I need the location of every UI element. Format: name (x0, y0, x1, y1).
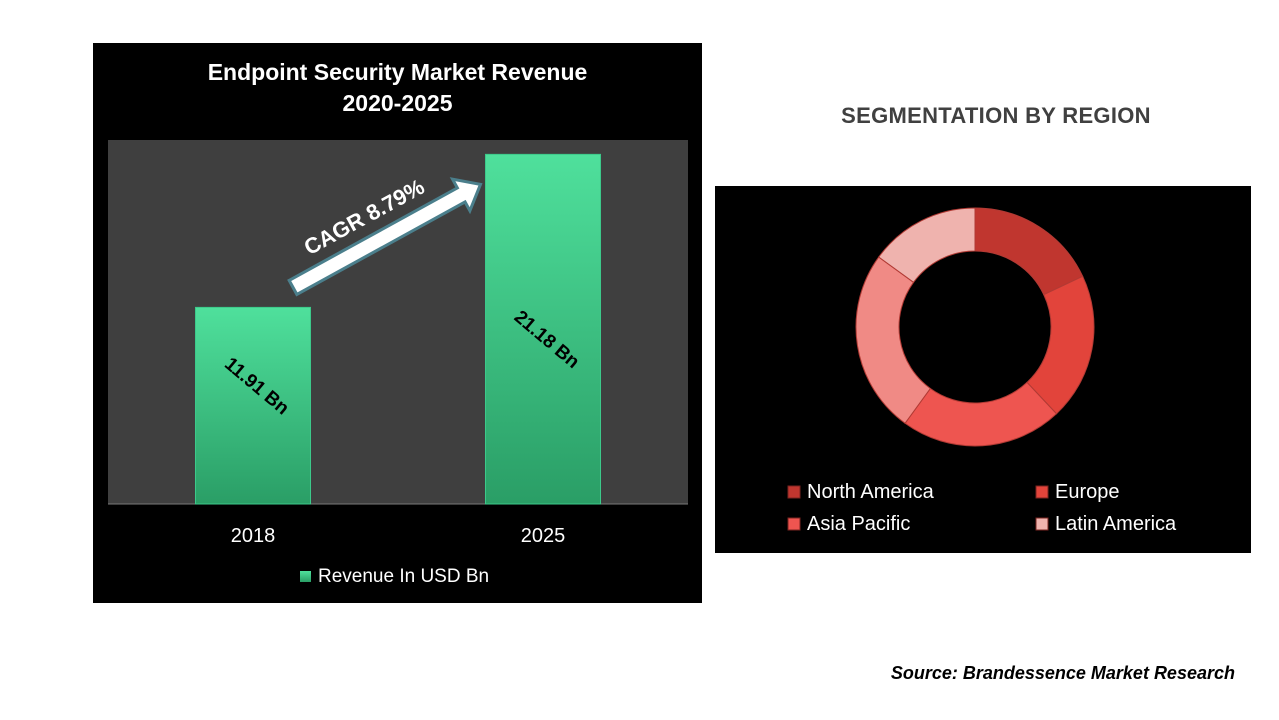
donut-legend-swatch (787, 517, 801, 531)
bar-chart-panel: Endpoint Security Market Revenue 2020-20… (93, 43, 702, 603)
segmentation-title: SEGMENTATION BY REGION (841, 103, 1151, 128)
donut-legend-label: North America (807, 481, 935, 503)
bar-legend: Revenue In USD Bn (300, 566, 489, 587)
donut-legend-swatch (1035, 517, 1049, 531)
donut-segment (855, 256, 932, 424)
donut-legend-label: Asia Pacific (807, 513, 910, 535)
source-note: Source: Brandessence Market Research (890, 663, 1235, 683)
donut-chart-panel: North America Europe Asia Pacific Latin Ame… (715, 186, 1251, 553)
donut-chart-svg: North America Europe Asia Pacific Latin Ame… (787, 207, 1177, 535)
donut-legend-swatch (1035, 485, 1049, 499)
legend-label: Revenue In USD Bn (318, 566, 489, 587)
donut-legend-swatch (787, 485, 801, 499)
bar-chart-title-line2: 2020-2025 (342, 90, 453, 116)
donut-legend-label: Europe (1055, 481, 1120, 503)
donut-segment (878, 207, 976, 284)
bar-chart-title-line1: Endpoint Security Market Revenue (207, 59, 588, 85)
bar-chart-title: Endpoint Security Market Revenue 2020-20… (93, 57, 702, 119)
bar-2025 (485, 153, 601, 505)
x-tick-label: 2025 (521, 525, 566, 547)
donut-segment (974, 207, 1084, 296)
cagr-arrow-shape (287, 177, 483, 297)
bar-2018 (195, 306, 311, 505)
donut-legend-label: Latin America (1055, 513, 1177, 535)
x-tick-label: 2018 (231, 525, 276, 547)
legend-swatch (300, 571, 311, 582)
